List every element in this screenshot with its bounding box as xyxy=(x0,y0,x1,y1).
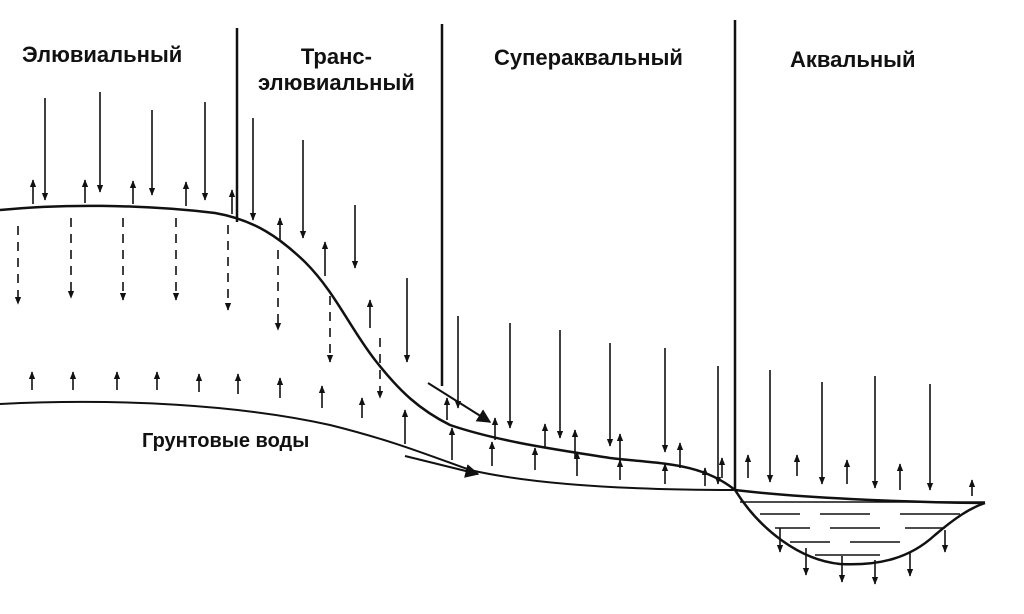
zone-label-trans-eluvial: Транс- элювиальный xyxy=(258,44,415,95)
groundwater-flow-arrow xyxy=(404,455,480,478)
evaporation-arrows xyxy=(29,179,976,496)
infiltration-arrows xyxy=(14,218,384,399)
zone-label-eluvial: Элювиальный xyxy=(22,42,183,67)
lake-seepage-arrows xyxy=(776,528,949,585)
surface-runoff-arrow xyxy=(427,382,492,423)
zone-label-aqual: Аквальный xyxy=(790,47,916,72)
lake-water-hatching xyxy=(760,513,960,556)
groundwater-label: Грунтовые воды xyxy=(142,430,310,452)
precipitation-arrows xyxy=(41,92,934,491)
groundwater-table-line xyxy=(0,400,736,491)
capillary-rise-arrows xyxy=(28,371,709,486)
lake-basin-line xyxy=(733,489,986,566)
zone-label-superaqual: Супераквальный xyxy=(494,45,683,70)
